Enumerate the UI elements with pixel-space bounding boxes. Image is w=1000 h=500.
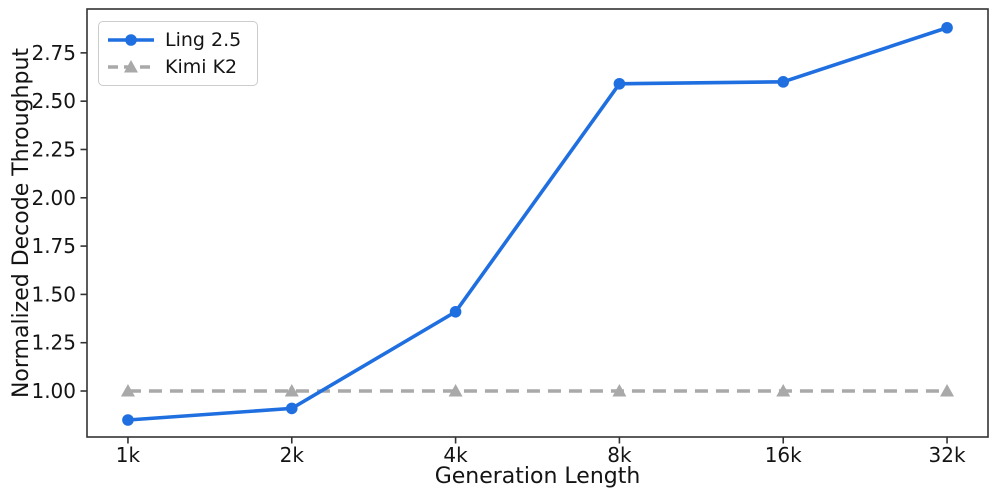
marker-ling-2-5-2k: [285, 402, 298, 415]
x-tick-label: 8k: [607, 443, 632, 467]
y-axis-label: Normalized Decode Throughput: [9, 47, 34, 399]
legend-sample-marker: [124, 59, 138, 73]
x-axis-label: Generation Length: [434, 464, 641, 489]
y-tick-label: 2.50: [31, 89, 76, 113]
legend-dashed-triangle-icon: [108, 59, 154, 73]
marker-kimi-k2-8k: [612, 384, 627, 397]
y-tick-label: 2.25: [31, 137, 76, 161]
marker-kimi-k2-32k: [940, 384, 955, 397]
marker-ling-2-5-32k: [941, 21, 953, 34]
plot-frame: [86, 8, 989, 438]
marker-kimi-k2-1k: [120, 384, 135, 397]
marker-ling-2-5-4k: [449, 305, 462, 318]
y-tick-label: 2.75: [31, 41, 76, 65]
marker-kimi-k2-2k: [284, 384, 299, 397]
legend-item-kimi: Kimi K2: [107, 56, 249, 78]
y-tick-label: 1.75: [31, 234, 76, 258]
legend-label-ling: Ling 2.5: [165, 29, 242, 52]
marker-ling-2-5-8k: [613, 77, 626, 90]
legend-label-kimi: Kimi K2: [165, 55, 238, 78]
marker-kimi-k2-4k: [448, 384, 463, 397]
x-tick-label: 1k: [116, 443, 141, 467]
y-tick-label: 1.50: [31, 282, 76, 306]
marker-ling-2-5-16k: [777, 76, 790, 88]
legend-item-ling: Ling 2.5: [107, 29, 249, 51]
series-line-ling-2-5: [127, 26, 948, 422]
legend: Ling 2.5 Kimi K2: [98, 21, 258, 86]
marker-ling-2-5-1k: [122, 414, 134, 426]
marker-kimi-k2-16k: [776, 384, 791, 397]
x-tick-label: 2k: [280, 443, 305, 467]
x-tick-label: 16k: [765, 443, 802, 467]
x-tick-label: 32k: [929, 443, 966, 467]
x-tick-label: 4k: [443, 443, 468, 467]
y-tick-label: 2.00: [31, 186, 76, 210]
legend-line-circle-icon: [108, 34, 154, 47]
y-tick-label: 1.00: [31, 379, 76, 403]
y-tick-label: 1.25: [31, 331, 76, 355]
legend-sample-marker: [125, 34, 137, 47]
